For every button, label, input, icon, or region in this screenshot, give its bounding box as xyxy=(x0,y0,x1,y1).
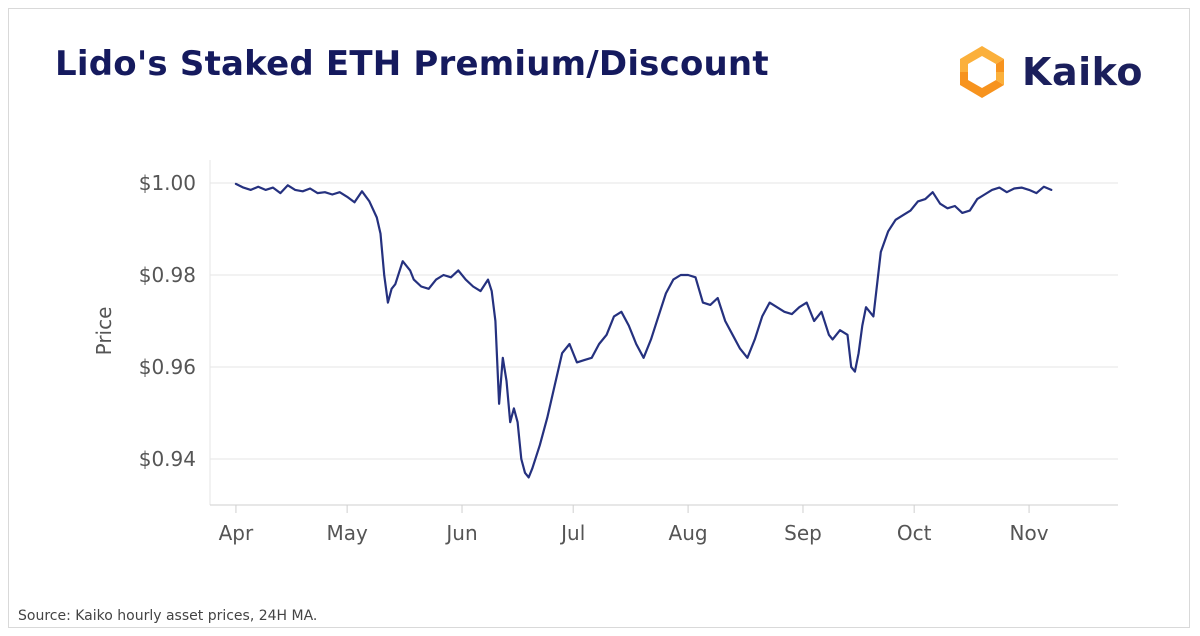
kaiko-logo: Kaiko xyxy=(952,42,1143,102)
y-tick-label: $1.00 xyxy=(139,171,196,195)
chart-title: Lido's Staked ETH Premium/Discount xyxy=(55,44,769,84)
y-axis-label: Price xyxy=(92,307,116,356)
x-tick-label: Nov xyxy=(1010,521,1049,545)
kaiko-logo-icon xyxy=(960,46,1004,98)
y-axis: $0.94 $0.96 $0.98 $1.00 xyxy=(139,171,196,471)
x-tick-label: Jul xyxy=(559,521,585,545)
logo-wordmark: Kaiko xyxy=(1022,50,1143,94)
x-tick-label: May xyxy=(326,521,368,545)
x-tick-label: Oct xyxy=(897,521,932,545)
x-tick-label: Aug xyxy=(669,521,708,545)
y-tick-label: $0.96 xyxy=(139,355,196,379)
x-tick-label: Apr xyxy=(219,521,254,545)
x-tick-label: Jun xyxy=(444,521,477,545)
source-note: Source: Kaiko hourly asset prices, 24H M… xyxy=(18,608,318,624)
x-axis: Apr May Jun Jul Aug Sep Oct Nov xyxy=(210,504,1118,545)
series-line xyxy=(234,182,1053,479)
chart-frame xyxy=(8,8,1190,628)
y-tick-label: $0.94 xyxy=(139,447,196,471)
y-tick-label: $0.98 xyxy=(139,263,196,287)
gridlines xyxy=(209,160,1118,505)
x-tick-label: Sep xyxy=(784,521,822,545)
series-layer xyxy=(234,182,1053,479)
